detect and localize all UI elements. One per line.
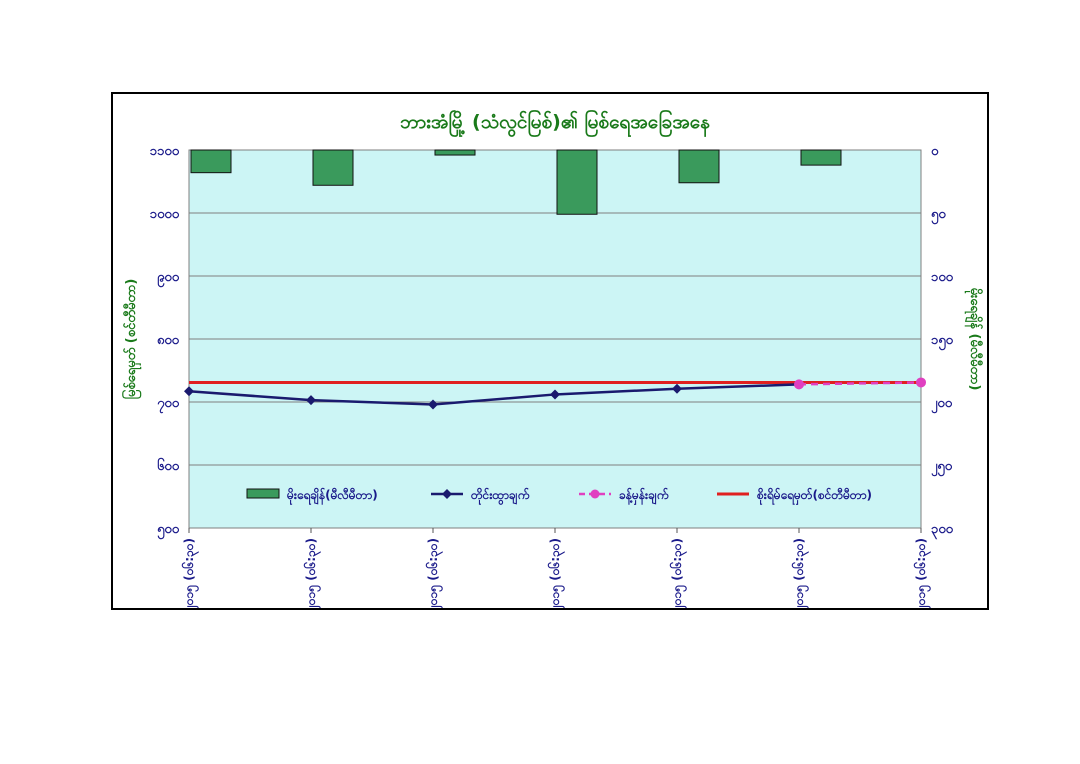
x-tick-label: ၁၈.၈.၂၀၁၅ (၀၆:၃၀): [668, 538, 688, 608]
measured-point: [306, 395, 316, 406]
x-tick-label: ၁၇.၈.၂၀၁၅ (၀၆:၃၀): [546, 538, 566, 608]
legend-label: ခန့်မှန်းချက်: [619, 486, 669, 506]
x-tick-label: ၁၅.၈.၂၀၁၅ (၀၆:၃၀): [302, 538, 322, 608]
rainfall-bar: [800, 149, 842, 166]
y-axis-title: မြစ်ရေမှတ် (စင်တီမီတာ): [121, 279, 142, 400]
y2-tick-label: ၂၅၀: [931, 459, 953, 477]
y2-tick-label: ၀: [931, 144, 939, 159]
forecast-series-line: [798, 381, 922, 386]
rainfall-bar: [190, 149, 232, 174]
measured-point: [428, 399, 438, 410]
legend-label: မိုးရေချိန်(မီလီမီတာ): [286, 486, 378, 506]
y-tick-label: ၉၀၀: [157, 270, 180, 288]
y2-tick-label: ၂၀၀: [931, 396, 953, 414]
y-tick-label: ၁၁၀၀: [150, 144, 180, 159]
rainfall-bar: [678, 149, 720, 184]
legend-label: တိုင်းထွာချက်: [470, 486, 530, 506]
y-tick-label: ၈၀၀: [157, 333, 180, 348]
measured-point: [184, 386, 194, 397]
legend-swatch-bar: [246, 488, 280, 499]
water-level-lines: [184, 377, 926, 410]
rainfall-bars: [190, 149, 842, 215]
rainfall-bar: [434, 149, 476, 156]
measured-point: [550, 389, 560, 400]
x-tick-label: ၁၉.၈.၂၀၁၅ (၀၆:၃၀): [790, 538, 810, 608]
chart-frame: ၁၁၀၀ ၀၁၀၀၀ ၅၀၉၀၀ ၁၀၀၈၀၀ ၁၅၀၇၀၀ ၂၀၀၆၀၀ ၂၅၀၅၀၀ ၃၀…: [111, 92, 989, 610]
y-tick-label: ၇၀၀: [157, 396, 180, 414]
measured-point: [672, 383, 682, 394]
forecast-point: [916, 377, 926, 388]
y-tick-label: ၅၀၀: [157, 522, 180, 540]
rainfall-bar: [556, 149, 598, 215]
y2-axis-title: မိုးရေချိန် (မီလီမီတာ): [964, 288, 984, 391]
x-tick-label: ၁၄.၈.၂၀၁၅ (၀၆:၃၀): [180, 538, 200, 608]
legend-label: စိုးရိမ်ရေမှတ်(စင်တီမီတာ): [756, 486, 872, 506]
legend-swatch-marker: [590, 489, 600, 499]
legend-swatch-marker: [442, 489, 452, 499]
chart-title: ဘားအံမြို့ (သံလွင်မြစ်)၏ မြစ်ရေအခြေအနေ: [400, 108, 710, 138]
y2-tick-label: ၅၀: [931, 207, 946, 225]
legend: မိုးရေချိန်(မီလီမီတာ) တိုင်းထွာချက် ခန့်မှ…: [246, 486, 872, 506]
gridlines: [189, 212, 921, 466]
y2-tick-label: ၁၀၀: [931, 270, 954, 285]
y2-tick-label: ၁၅၀: [931, 333, 954, 351]
x-tick-label: ၂၀.၈.၂၀၁၅ (၀၆:၃၀): [912, 538, 932, 608]
rainfall-bar: [312, 149, 354, 186]
y-tick-label: ၆၀၀: [157, 457, 180, 474]
y-tick-label: ၁၀၀၀: [150, 207, 180, 222]
y2-tick-label: ၃၀၀: [931, 522, 954, 540]
forecast-point: [794, 379, 804, 390]
x-tick-label: ၁၆.၈.၂၀၁၅ (၀၆:၃၀): [424, 538, 444, 608]
measured-series-line: [188, 383, 800, 406]
